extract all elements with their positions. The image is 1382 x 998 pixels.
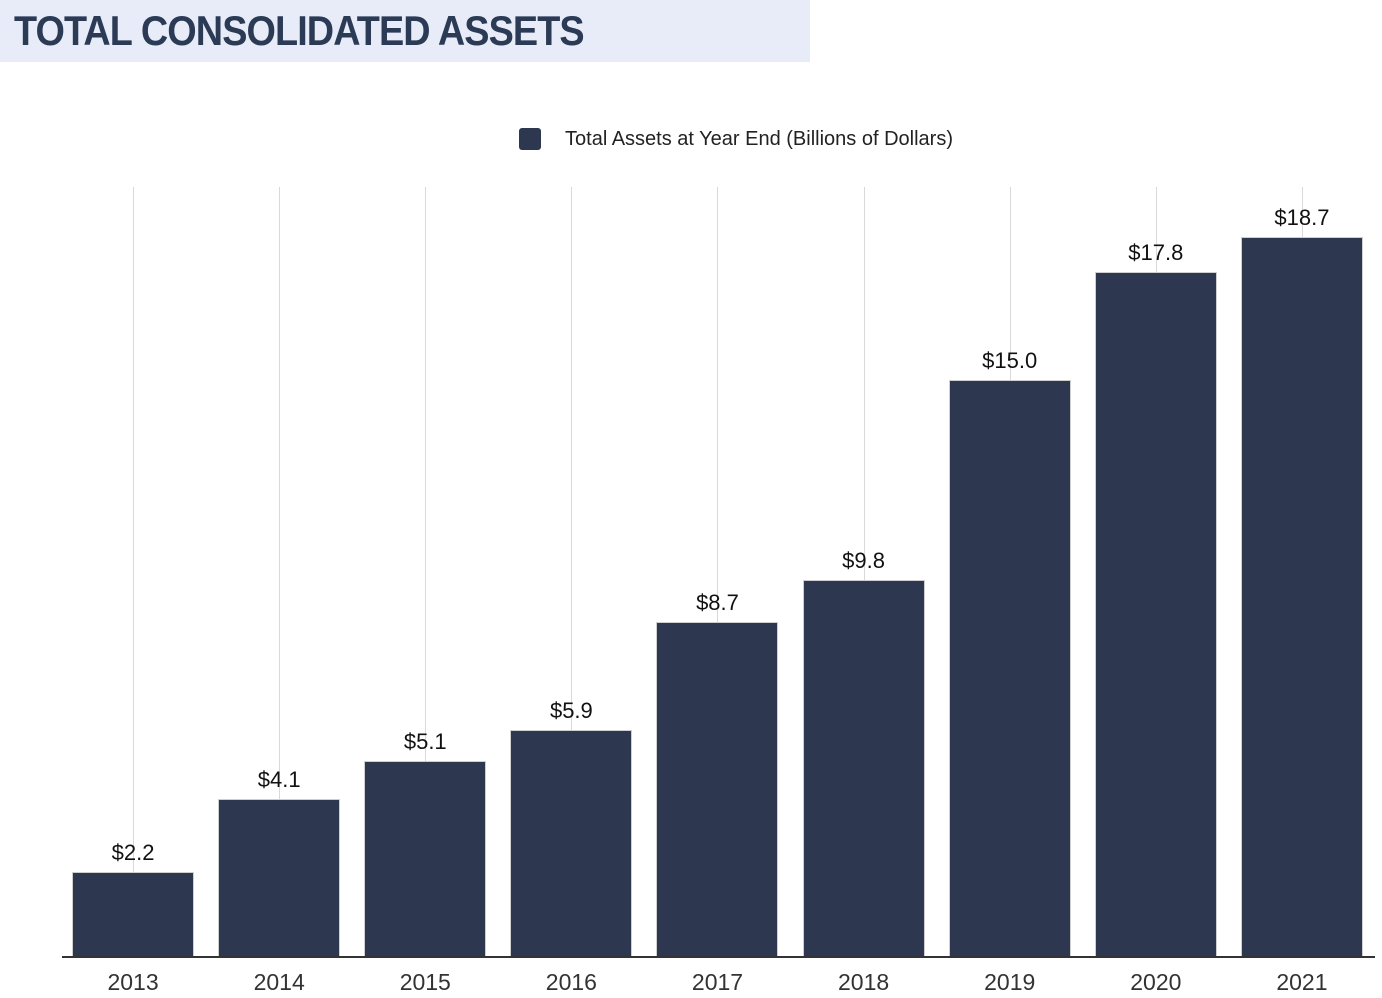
x-axis-labels: 2013 2014 2015 2016 2017 2018 2019 2020 2021	[60, 969, 1375, 996]
value-label-2018: $9.8	[842, 547, 886, 573]
bar-2018: $9.8	[802, 548, 925, 957]
bar-slot: $4.1	[206, 187, 352, 957]
value-label-2021: $18.7	[1274, 205, 1330, 231]
x-axis-label-2019: 2019	[984, 969, 1036, 995]
value-label-2020: $17.8	[1128, 239, 1184, 265]
legend-label: Total Assets at Year End (Billions of Do…	[565, 127, 953, 150]
bar-2021: $18.7	[1240, 205, 1363, 957]
value-label-2019: $15.0	[982, 347, 1038, 373]
bar-slot: $2.2	[60, 187, 206, 957]
legend-swatch-icon	[519, 128, 542, 150]
x-axis-label-2016: 2016	[545, 969, 597, 995]
legend-item-total-assets[interactable]: Total Assets at Year End (Billions of Do…	[519, 128, 953, 151]
bar-2014: $4.1	[218, 767, 341, 957]
bar-slot: $15.0	[937, 187, 1083, 957]
bar-2020: $17.8	[1094, 240, 1217, 957]
bar-2013: $2.2	[72, 840, 195, 957]
x-axis-label-2013: 2013	[107, 969, 159, 995]
page-title: TOTAL CONSOLIDATED ASSETS	[14, 7, 585, 54]
value-label-2015: $5.1	[403, 728, 447, 754]
vertical-gridline	[717, 187, 719, 957]
vertical-gridline	[133, 187, 135, 957]
chart-title-band: TOTAL CONSOLIDATED ASSETS	[0, 0, 810, 62]
chart-legend: Total Assets at Year End (Billions of Do…	[0, 124, 1382, 154]
x-axis-line	[62, 956, 1375, 958]
x-axis-label-2018: 2018	[838, 969, 890, 995]
bar-2016: $5.9	[510, 698, 633, 957]
value-label-2013: $2.2	[111, 840, 155, 866]
bar-chart: $2.2 $4.1 $5.1 $5.9 $8.7 $9.8 $15.0 $17.8 $18.7	[60, 187, 1375, 958]
bar-slot: $9.8	[791, 187, 937, 957]
value-label-2017: $8.7	[696, 590, 739, 616]
bar-2017: $8.7	[656, 590, 779, 957]
x-axis-label-2014: 2014	[253, 969, 305, 995]
bar-slot: $8.7	[644, 187, 790, 957]
bar-slot: $17.8	[1083, 187, 1229, 957]
bar-slot: $18.7	[1229, 187, 1375, 957]
bar-slot: $5.9	[498, 187, 644, 957]
value-label-2016: $5.9	[549, 697, 593, 723]
vertical-gridline	[279, 187, 281, 957]
value-label-2014: $4.1	[257, 767, 301, 793]
vertical-gridline	[425, 187, 427, 957]
x-axis-label-2021: 2021	[1276, 969, 1328, 995]
x-axis-label-2020: 2020	[1130, 969, 1182, 995]
vertical-gridline	[863, 187, 865, 957]
bar-2015: $5.1	[364, 729, 487, 957]
vertical-gridline	[571, 187, 573, 957]
bar-2019: $15.0	[948, 348, 1071, 957]
bar-slot: $5.1	[352, 187, 498, 957]
x-axis-label-2015: 2015	[399, 969, 451, 995]
x-axis-label-2017: 2017	[691, 969, 744, 995]
